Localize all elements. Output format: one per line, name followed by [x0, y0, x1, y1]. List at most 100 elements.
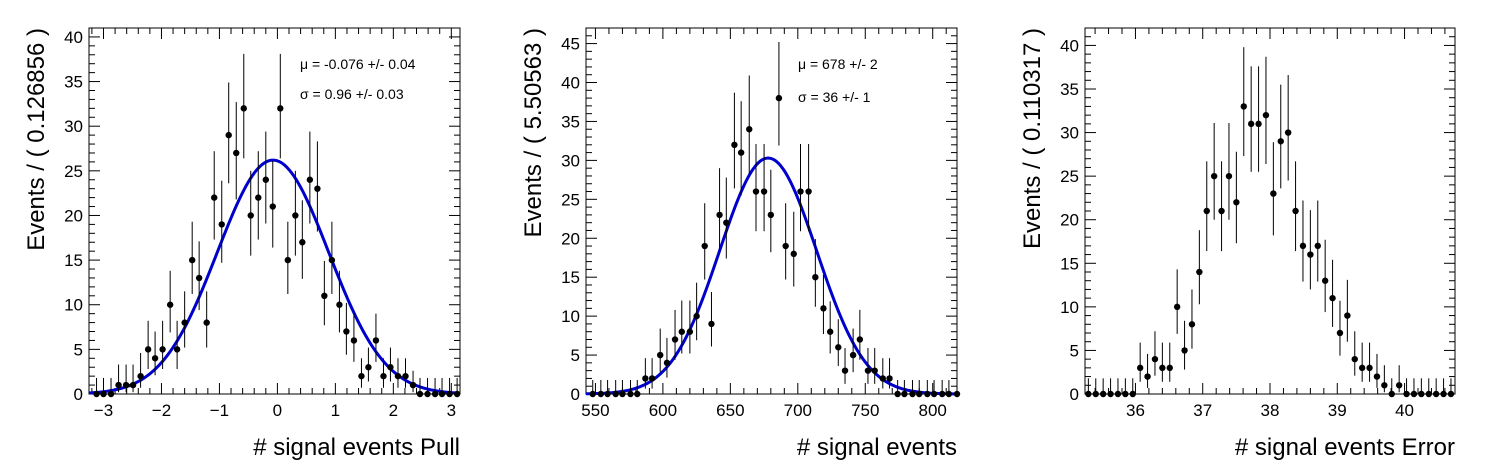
x-tick-label: 550: [581, 401, 609, 420]
data-point: [634, 390, 641, 398]
data-point: [1203, 207, 1210, 215]
data-point: [1262, 111, 1270, 119]
fit-curve: [88, 158, 461, 395]
y-axis-title: Events / ( 5.50563 ): [520, 28, 547, 237]
data-point: [387, 364, 394, 371]
y-tick-label: 30: [1060, 124, 1079, 143]
data-point: [856, 336, 864, 343]
data-point: [790, 250, 797, 258]
x-tick-label: 1: [331, 401, 340, 420]
data-point: [1447, 390, 1455, 398]
data-point: [835, 344, 842, 351]
data-point: [1425, 390, 1432, 398]
data-point: [1403, 390, 1410, 398]
y-tick-label: 5: [1070, 341, 1079, 360]
data-point: [597, 390, 605, 398]
y-tick-label: 30: [561, 151, 580, 170]
data-point: [589, 390, 596, 398]
data-point: [1284, 129, 1292, 136]
data-point: [797, 188, 804, 195]
data-point: [1129, 390, 1136, 398]
y-tick-label: 40: [561, 74, 580, 93]
x-tick-label: 650: [716, 401, 744, 420]
x-tick-label: 700: [784, 401, 812, 420]
data-point: [416, 390, 424, 398]
y-axis-title: Events / ( 0.110317 ): [1019, 28, 1046, 249]
y-tick-label: 35: [64, 73, 83, 92]
data-point: [619, 390, 626, 398]
chart-1: 0 5 10 15 20 25 30 35 40 45 550 600 650 700 750 800 # si…: [520, 27, 961, 461]
fit-curve: [585, 156, 958, 396]
data-point: [1085, 390, 1092, 398]
y-tick-label: 35: [1060, 80, 1079, 99]
data-point: [693, 312, 700, 320]
data-point: [701, 242, 708, 250]
data-point: [767, 211, 775, 219]
plot-frame: [88, 27, 461, 395]
data-point: [841, 367, 849, 374]
data-point: [1358, 364, 1366, 372]
y-tick-label: 25: [561, 190, 580, 209]
x-tick-label: 800: [919, 401, 947, 420]
data-point: [1225, 172, 1233, 180]
data-point: [604, 390, 611, 398]
data-point: [627, 390, 634, 398]
data-point: [1196, 268, 1203, 276]
data-point: [269, 203, 276, 210]
data-point: [760, 188, 768, 195]
data-point: [1255, 120, 1262, 128]
plot-frame: [585, 27, 958, 395]
data-point: [1092, 390, 1099, 398]
y-tick-label: 0: [74, 385, 83, 404]
data-point: [122, 381, 130, 389]
data-point: [1321, 277, 1329, 284]
data-point: [871, 367, 878, 374]
data-point: [678, 328, 685, 335]
data-point: [431, 390, 439, 398]
data-point: [820, 305, 827, 312]
data-point: [1240, 103, 1247, 110]
data-point: [137, 372, 144, 380]
data-point: [1410, 390, 1418, 398]
data-point: [805, 188, 812, 195]
data-point: [1277, 138, 1284, 145]
data-point: [166, 301, 174, 308]
data-point: [424, 390, 431, 398]
fit-parameter-label: μ = 678 +/- 2: [798, 56, 878, 72]
data-point: [708, 320, 715, 328]
y-tick-label: 10: [64, 296, 83, 315]
x-tick-label: 2: [389, 401, 398, 420]
data-point: [328, 256, 336, 264]
data-point: [886, 375, 893, 382]
fit-parameter-label: σ = 0.96 +/- 0.03: [300, 86, 404, 102]
y-tick-label: 20: [1060, 211, 1079, 230]
x-tick-label: 750: [851, 401, 879, 420]
data-point: [901, 390, 908, 398]
data-point: [686, 328, 694, 335]
data-point: [240, 105, 247, 112]
data-point: [93, 390, 100, 398]
data-point: [1136, 364, 1144, 372]
data-point: [663, 359, 671, 367]
data-point: [277, 105, 284, 112]
data-point: [782, 242, 789, 250]
data-point: [924, 390, 931, 398]
data-point: [306, 176, 314, 183]
data-point: [775, 94, 783, 102]
data-point: [1395, 382, 1403, 389]
data-point: [1144, 373, 1151, 380]
x-tick-label: −2: [152, 401, 171, 420]
data-point: [107, 390, 115, 398]
y-tick-label: 30: [64, 117, 83, 136]
data-point: [247, 212, 254, 219]
y-tick-label: 15: [64, 251, 83, 270]
x-tick-label: 0: [273, 401, 282, 420]
data-point: [864, 367, 872, 374]
data-point: [1210, 172, 1218, 180]
data-point: [336, 301, 343, 308]
x-tick-label: 40: [1395, 401, 1414, 420]
data-point: [203, 319, 210, 326]
x-tick-label: 36: [1126, 401, 1145, 420]
y-tick-label: 20: [64, 206, 83, 225]
